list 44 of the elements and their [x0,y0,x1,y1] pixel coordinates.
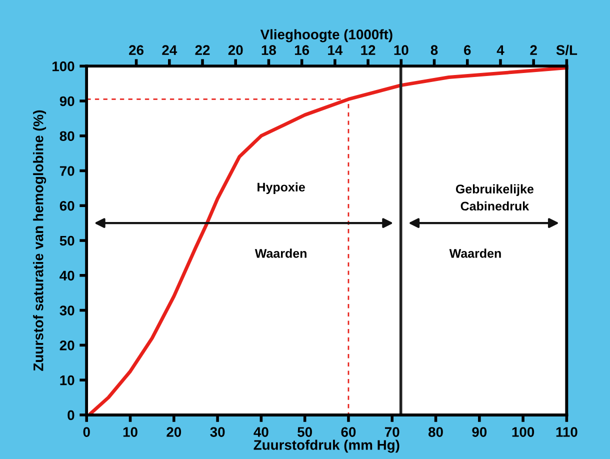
y-tick-label: 0 [68,410,74,420]
x2-tick-label: 16 [294,45,310,56]
y-tick-label: 90 [60,96,74,106]
x-tick-label: 100 [512,427,534,437]
x2-tick-label: 22 [195,45,210,55]
y-tick-label: 30 [60,306,74,316]
y-tick-label: 50 [60,236,74,246]
y-tick-label: 70 [60,166,74,176]
x2-tick-label: 18 [262,45,276,56]
y-tick-label: 100 [52,61,74,72]
y-tick-label: 60 [60,200,74,211]
x2-tick-label: 12 [361,45,376,55]
x2-tick-label: 2 [530,45,537,55]
x-tick-label: 80 [428,427,443,437]
y-axis-title: Zuurstof saturatie van hemoglobine (%) [33,110,46,371]
x-tick-label: 40 [254,427,268,437]
y-tick-label: 40 [60,270,74,281]
x-tick-label: 90 [472,427,487,437]
y-tick-label: 20 [60,340,74,350]
y-tick-label: 80 [60,131,74,142]
x-tick-label: 60 [341,427,356,437]
x-axis-title: Zuurstofdruk (mm Hg) [254,440,400,453]
x2-axis-title: Vlieghoogte (1000ft) [260,29,392,42]
x2-tick-label: 8 [430,45,438,56]
x-tick-label: 0 [83,427,90,437]
x-tick-label: 70 [384,427,400,437]
x-tick-label: 20 [166,427,182,437]
x2-tick-label: 26 [129,45,144,56]
x-tick-label: 110 [556,427,578,437]
x-tick-label: 50 [298,427,312,437]
x-tick-label: 30 [210,427,225,437]
x2-tick-label: 14 [328,45,343,55]
x2-tick-label: 20 [228,45,243,56]
annotation: Gebruikelijke Cabinedruk [456,184,534,211]
annotation: Waarden [254,248,306,258]
x2-tick-label: 10 [394,45,408,56]
x2-tick-label: 4 [496,45,504,55]
x-tick-label: 10 [123,427,138,437]
x2-tick-label: 6 [464,45,471,56]
y-tick-label: 10 [60,375,74,386]
annotation: Waarden [449,248,501,258]
x2-tick-label: 24 [162,45,178,55]
annotation: Hypoxie [258,182,305,194]
x2-tick-label: S/L [556,44,578,56]
